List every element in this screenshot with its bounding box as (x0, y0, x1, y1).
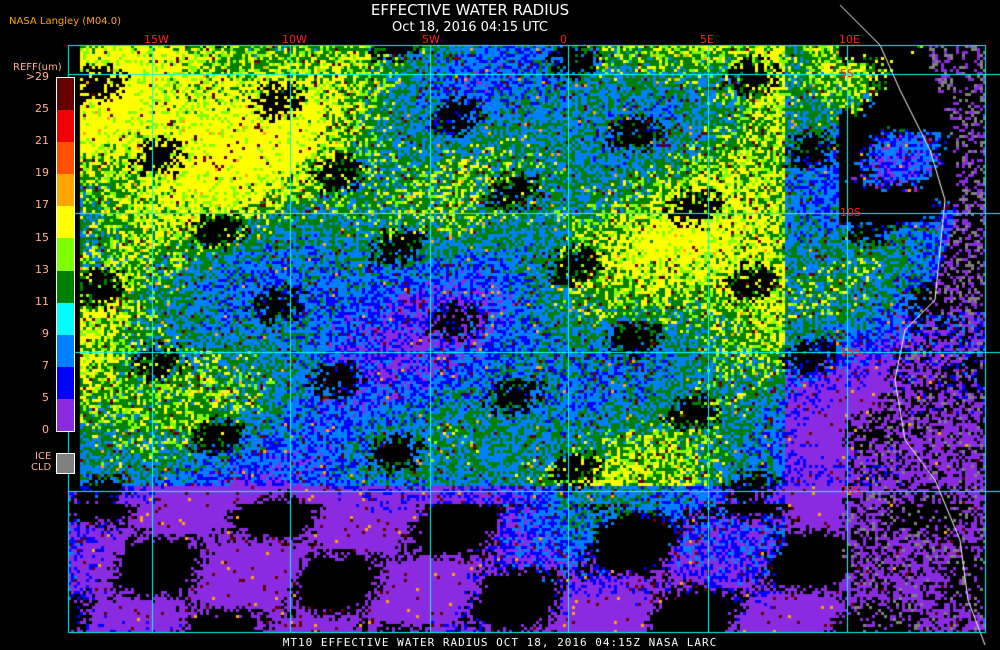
colorbar-label: 17 (35, 198, 49, 212)
colorbar-segment (57, 238, 74, 271)
colorbar-segment (57, 174, 74, 207)
colorbar-label: 13 (35, 262, 49, 276)
colorbar-title: REFF(um) (13, 62, 62, 73)
ice-cloud-label: ICE CLD (31, 451, 51, 473)
colorbar-segment (57, 398, 74, 432)
cld-label: CLD (31, 462, 52, 473)
colorbar-segment (57, 110, 74, 143)
footer-caption: MT10 EFFECTIVE WATER RADIUS OCT 18, 2016… (282, 636, 718, 649)
latitude-label: 5S (840, 67, 854, 80)
ice-cloud-swatch (56, 453, 75, 474)
latitude-label: 20S (840, 484, 861, 497)
colorbar (56, 77, 75, 432)
longitude-label: 10W (282, 33, 307, 46)
longitude-label: 5W (422, 33, 440, 46)
colorbar-segment (57, 206, 74, 239)
colorbar-label: 5 (42, 391, 49, 404)
colorbar-label: 25 (35, 102, 49, 116)
ice-label: ICE (35, 451, 52, 462)
product-title: EFFECTIVE WATER RADIUS (370, 1, 570, 19)
colorbar-label: 21 (35, 134, 49, 148)
colorbar-segment (57, 366, 74, 399)
longitude-label: 15W (144, 33, 169, 46)
colorbar-segment (57, 142, 74, 175)
colorbar-label: 15 (35, 230, 49, 244)
colorbar-label: 7 (42, 358, 49, 372)
colorbar-segment (57, 334, 74, 367)
colorbar-label: 9 (42, 326, 49, 340)
colorbar-label: 11 (35, 294, 49, 308)
longitude-label: 5E (700, 33, 714, 46)
latitude-label: 15S (840, 345, 861, 358)
longitude-label: 10E (839, 33, 860, 46)
latitude-label: 10S (840, 206, 861, 219)
longitude-label: 0 (560, 33, 567, 46)
colorbar-segment (57, 270, 74, 303)
colorbar-segment (57, 78, 74, 111)
colorbar-label: 0 (42, 423, 49, 437)
timestamp: Oct 18, 2016 04:15 UTC (392, 20, 548, 35)
source-label: NASA Langley (M04.0) (9, 16, 121, 27)
colorbar-segment (57, 302, 74, 335)
colorbar-label: 19 (35, 166, 49, 180)
colorbar-label: >29 (25, 70, 49, 83)
